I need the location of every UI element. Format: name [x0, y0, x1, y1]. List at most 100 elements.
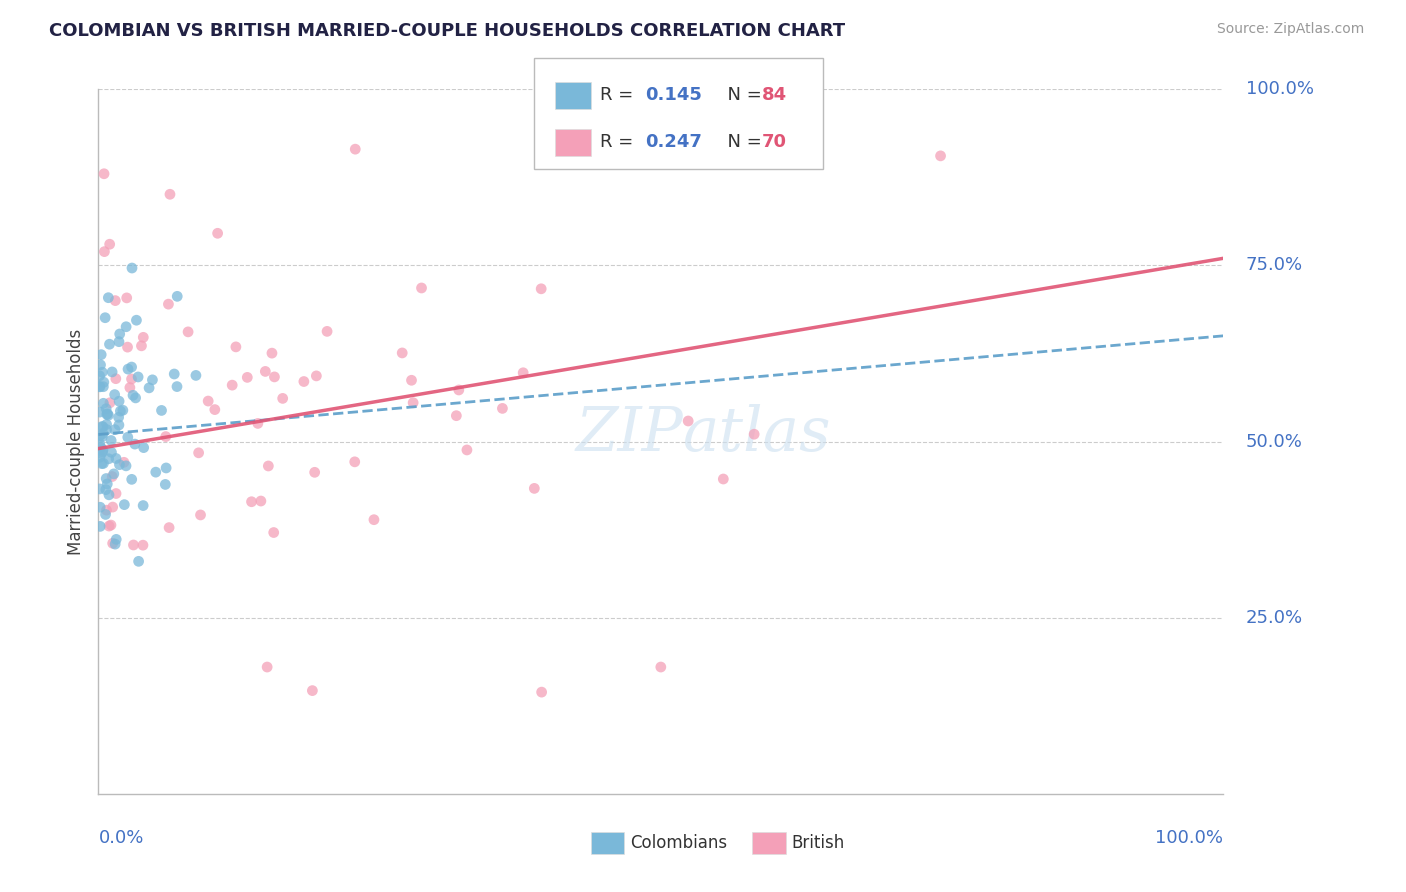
Text: 84: 84	[762, 87, 787, 104]
Point	[91, 380, 114, 394]
Point	[107, 410, 129, 425]
Point	[650, 660, 672, 674]
Point	[304, 466, 326, 480]
Point	[97, 451, 120, 466]
Point	[447, 383, 470, 397]
Point	[98, 488, 121, 502]
Point	[96, 423, 118, 437]
Point	[96, 401, 118, 416]
Point	[512, 366, 534, 380]
Point	[530, 282, 553, 296]
Point	[105, 486, 128, 500]
Point	[96, 471, 118, 485]
Point	[150, 403, 173, 417]
Point	[104, 423, 127, 437]
Point	[96, 407, 118, 421]
Point	[96, 417, 118, 432]
Point	[91, 426, 114, 441]
Point	[93, 396, 115, 410]
Text: Colombians: Colombians	[630, 834, 727, 852]
Point	[391, 346, 413, 360]
Point	[110, 404, 132, 418]
Point	[155, 461, 177, 475]
Point	[121, 372, 143, 386]
Point	[124, 437, 146, 451]
Point	[742, 427, 765, 442]
Point	[446, 409, 468, 423]
Text: 25.0%: 25.0%	[1246, 608, 1303, 627]
Text: 70: 70	[762, 134, 787, 152]
Point	[89, 358, 111, 372]
Point	[132, 441, 155, 455]
Point	[90, 446, 112, 460]
Point	[101, 536, 124, 550]
Point	[122, 538, 145, 552]
Point	[93, 167, 115, 181]
Point	[127, 370, 149, 384]
Point	[89, 405, 111, 419]
Point	[100, 445, 122, 459]
Point	[260, 346, 283, 360]
Point	[98, 337, 121, 351]
Point	[121, 472, 143, 486]
Text: N =: N =	[716, 87, 768, 104]
Text: COLOMBIAN VS BRITISH MARRIED-COUPLE HOUSEHOLDS CORRELATION CHART: COLOMBIAN VS BRITISH MARRIED-COUPLE HOUS…	[49, 22, 845, 40]
Point	[89, 519, 111, 533]
Point	[103, 467, 125, 481]
Point	[363, 513, 385, 527]
Point	[93, 376, 115, 390]
Point	[100, 518, 122, 533]
Point	[94, 310, 117, 325]
Point	[108, 417, 131, 432]
Point	[122, 388, 145, 402]
Point	[263, 525, 285, 540]
Point	[121, 260, 143, 275]
Point	[117, 362, 139, 376]
Point	[166, 379, 188, 393]
Y-axis label: Married-couple Households: Married-couple Households	[66, 328, 84, 555]
Point	[132, 538, 155, 552]
Text: 75.0%: 75.0%	[1246, 256, 1303, 275]
Point	[112, 498, 135, 512]
Point	[141, 373, 163, 387]
Point	[177, 325, 200, 339]
Point	[90, 457, 112, 471]
Point	[184, 368, 207, 383]
Text: ZIP: ZIP	[575, 404, 683, 465]
Point	[96, 407, 118, 421]
Point	[676, 414, 699, 428]
Point	[236, 370, 259, 384]
Text: atlas: atlas	[683, 404, 832, 465]
Text: 0.0%: 0.0%	[98, 830, 143, 847]
Point	[89, 436, 111, 450]
Text: 0.145: 0.145	[645, 87, 702, 104]
Point	[292, 375, 315, 389]
Point	[98, 519, 121, 533]
Point	[91, 442, 114, 457]
Point	[159, 187, 181, 202]
Point	[124, 391, 146, 405]
Point	[155, 429, 177, 443]
Point	[128, 554, 150, 568]
Point	[100, 434, 122, 448]
Point	[263, 370, 285, 384]
Point	[91, 430, 114, 444]
Point	[491, 401, 513, 416]
Point	[131, 339, 153, 353]
Text: N =: N =	[716, 134, 768, 152]
Point	[523, 482, 546, 496]
Point	[89, 450, 111, 464]
Point	[271, 392, 294, 406]
Point	[257, 458, 280, 473]
Point	[89, 380, 111, 394]
Point	[104, 537, 127, 551]
Point	[305, 368, 328, 383]
Point	[115, 458, 138, 473]
Point	[197, 394, 219, 409]
Point	[105, 533, 128, 547]
Point	[94, 508, 117, 522]
Point	[104, 293, 127, 308]
Point	[117, 430, 139, 444]
Point	[316, 325, 339, 339]
Point	[89, 482, 111, 496]
